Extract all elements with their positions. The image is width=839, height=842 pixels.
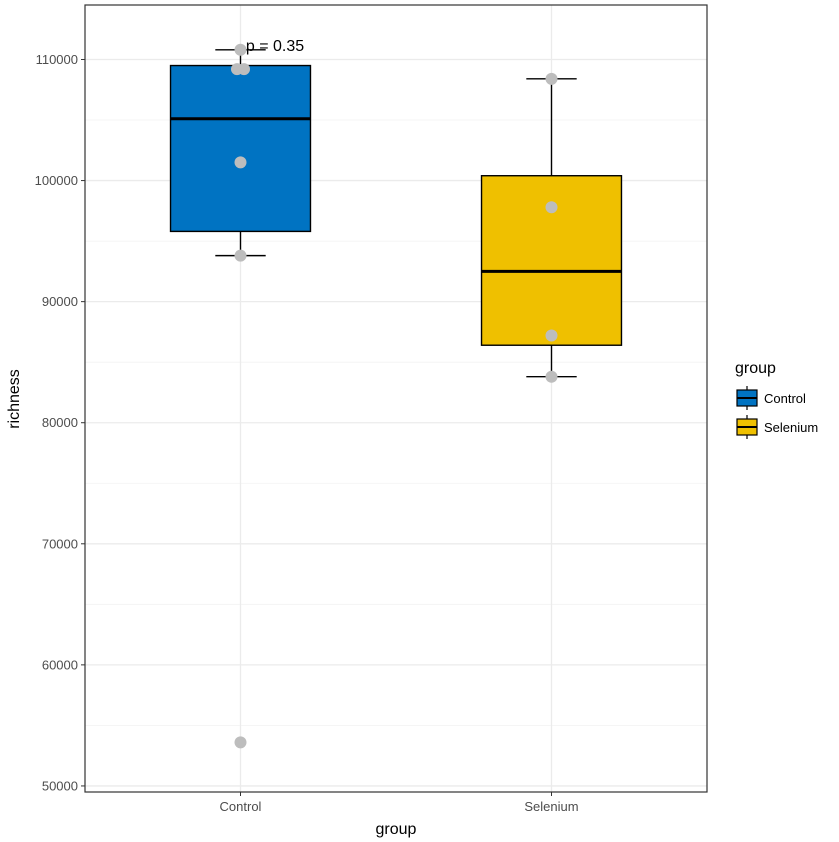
y-tick-label: 60000: [42, 657, 78, 672]
x-axis: Control Selenium: [220, 792, 579, 814]
legend-key-selenium: Selenium: [736, 415, 818, 439]
y-tick-label: 100000: [35, 173, 78, 188]
legend-title: group: [735, 360, 776, 377]
data-point: [545, 370, 558, 383]
box-iqr: [480, 175, 623, 346]
legend-key-control: Control: [736, 386, 806, 410]
box-iqr: [169, 64, 312, 233]
data-point: [545, 329, 558, 342]
data-point: [234, 736, 247, 749]
point-layer: [231, 43, 558, 749]
box-control: [169, 49, 312, 257]
legend-label: Control: [764, 391, 806, 406]
data-point: [545, 72, 558, 85]
panel-border: [84, 4, 708, 793]
x-tick-label: Control: [220, 799, 262, 814]
data-point: [238, 63, 250, 76]
legend-keys: Control Selenium: [736, 386, 818, 439]
legend: group Control Selenium: [735, 360, 818, 439]
x-tick-label: Selenium: [524, 799, 578, 814]
data-point: [234, 43, 247, 56]
x-axis-title: group: [376, 821, 417, 838]
y-tick-label: 70000: [42, 536, 78, 551]
y-tick-label: 80000: [42, 415, 78, 430]
grid-minor: [85, 119, 707, 726]
y-axis: 50000 60000 70000 80000 90000 100000 110000: [35, 52, 85, 793]
data-point: [234, 249, 247, 262]
y-tick-label: 110000: [36, 52, 78, 67]
data-point: [545, 201, 558, 214]
y-tick-label: 50000: [42, 778, 78, 793]
y-tick-label: 90000: [42, 294, 78, 309]
y-axis-title: richness: [6, 369, 23, 429]
annotation-p-value: p = 0.35: [246, 38, 304, 55]
legend-label: Selenium: [764, 420, 818, 435]
data-point: [234, 156, 247, 169]
